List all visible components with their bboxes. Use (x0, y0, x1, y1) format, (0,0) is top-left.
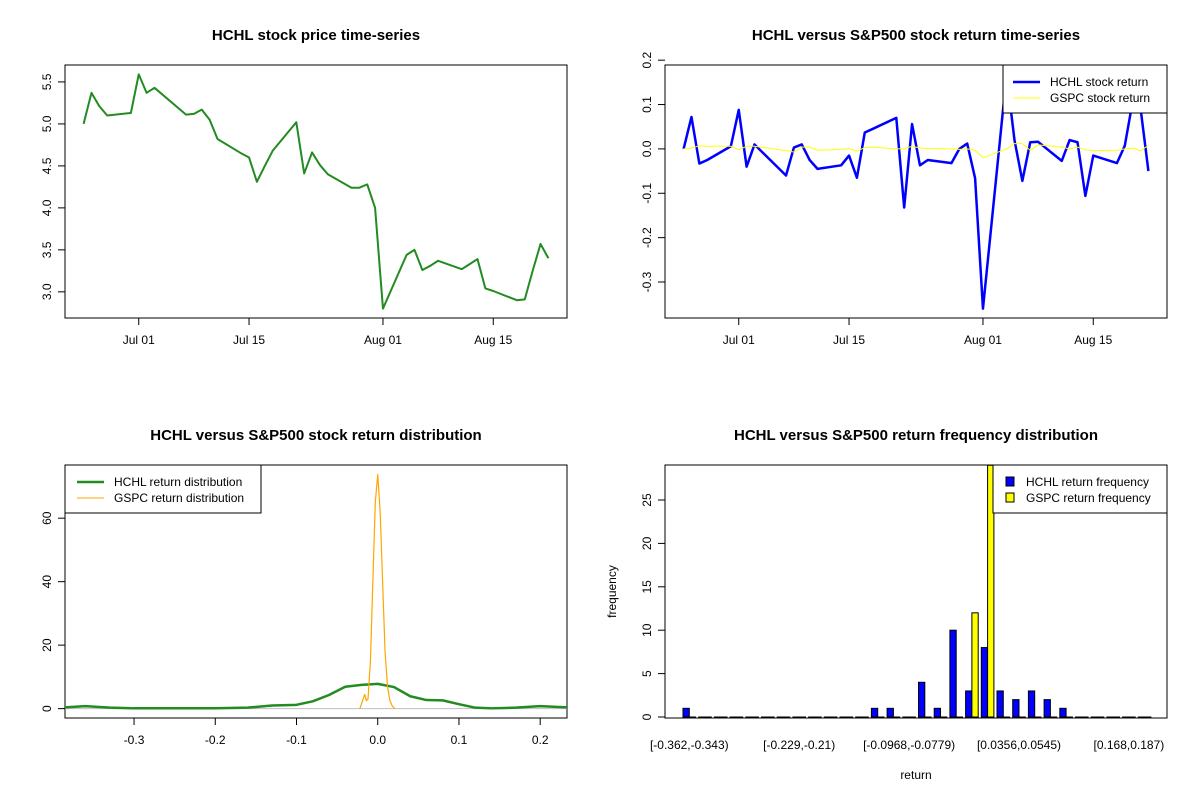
x-tick-label: Aug 01 (964, 333, 1002, 347)
y-tick-label: 5 (640, 670, 654, 677)
legend: HCHL stock return GSPC stock return (1002, 64, 1168, 114)
gspc-bar (987, 465, 995, 718)
x-category-label: [0.168,0.187) (1094, 738, 1165, 752)
legend: HCHL return distribution GSPC return dist… (64, 464, 262, 514)
legend-label: HCHL return frequency (1026, 475, 1149, 489)
plot-frame (64, 64, 568, 319)
y-tick-label: -0.3 (640, 271, 654, 292)
legend-label: GSPC stock return (1050, 91, 1150, 105)
hchl-bar (918, 681, 926, 718)
panel-2: HCHL versus S&P500 stock return time-ser… (640, 27, 1168, 347)
panel-4: HCHL versus S&P500 return frequency dist… (605, 427, 1168, 782)
x-tick-label: Jul 15 (833, 333, 865, 347)
x-tick-label: Jul 01 (123, 333, 155, 347)
legend-box (64, 464, 262, 514)
x-category-label: [-0.362,-0.343) (650, 738, 729, 752)
y-tick-label: 60 (40, 511, 54, 525)
hchl-bar (1043, 699, 1051, 718)
x-category-label: [-0.229,-0.21) (763, 738, 835, 752)
y-tick-label: 3.0 (40, 283, 54, 300)
chart-title: HCHL stock price time-series (212, 27, 420, 44)
y-tick-label: 0.1 (640, 96, 654, 113)
y-tick-label: 0.0 (640, 140, 654, 157)
gspc-bar (971, 612, 979, 718)
legend-label: HCHL stock return (1050, 75, 1148, 89)
y-tick-label: 20 (640, 536, 654, 550)
y-tick-label: 4.0 (40, 199, 54, 216)
y-tick-label: 3.5 (40, 241, 54, 258)
y-tick-label: -0.2 (640, 227, 654, 248)
hchl-bar (1059, 707, 1067, 718)
y-axis-label: frequency (605, 565, 619, 618)
hchl-bar (1012, 699, 1020, 718)
x-tick-label: Aug 01 (364, 333, 402, 347)
y-tick-label: 0 (40, 705, 54, 712)
x-tick-label: -0.2 (205, 733, 226, 747)
x-category-label: [0.0356,0.0545) (977, 738, 1061, 752)
gspc-density-line (359, 473, 396, 710)
hchl-bar (933, 707, 942, 718)
legend-label: GSPC return distribution (114, 491, 244, 505)
hchl-bar (1027, 690, 1036, 718)
price-line (82, 73, 550, 310)
hchl-bar (980, 647, 989, 718)
x-tick-label: -0.1 (286, 733, 307, 747)
panel-1: HCHL stock price time-series 3.0 3.5 4.0 4.5… (40, 27, 568, 347)
hchl-bar (886, 707, 894, 718)
plot-frame (664, 64, 1168, 319)
hchl-bar (870, 707, 879, 718)
y-tick-label: 5.5 (40, 73, 54, 90)
legend-box (992, 464, 1168, 514)
gspc-return-line (683, 143, 1149, 159)
y-tick-label: -0.1 (640, 183, 654, 204)
y-tick-label: 10 (640, 623, 654, 637)
legend-label: GSPC return frequency (1026, 491, 1151, 505)
y-tick-label: 5.0 (40, 115, 54, 132)
legend-swatch-hchl (1005, 476, 1015, 487)
x-tick-label: Jul 01 (723, 333, 755, 347)
y-tick-label: 4.5 (40, 157, 54, 174)
plot-frame (664, 464, 1168, 719)
legend: HCHL return frequency GSPC return frequen… (992, 464, 1168, 514)
x-tick-label: 0.1 (451, 733, 468, 747)
y-tick-label: 0 (640, 713, 654, 720)
chart-title: HCHL versus S&P500 stock return time-ser… (752, 27, 1080, 44)
x-category-label: [-0.0968,-0.0779) (863, 738, 955, 752)
legend-label: HCHL return distribution (114, 475, 242, 489)
x-tick-label: -0.3 (124, 733, 145, 747)
plot-frame (64, 464, 568, 719)
hchl-density-line (64, 682, 568, 710)
chart-title: HCHL versus S&P500 stock return distribu… (150, 427, 481, 444)
x-tick-label: 0.0 (369, 733, 386, 747)
x-axis-label: return (900, 768, 931, 782)
legend-box (1002, 64, 1168, 114)
x-tick-label: Jul 15 (233, 333, 265, 347)
hchl-bar (996, 690, 1004, 718)
bars (682, 465, 1152, 718)
y-tick-label: 40 (40, 575, 54, 589)
y-tick-label: 25 (640, 493, 654, 507)
hchl-bar (949, 629, 957, 718)
legend-swatch-gspc (1005, 492, 1015, 503)
hchl-return-line (682, 73, 1150, 310)
x-tick-label: Aug 15 (1074, 333, 1112, 347)
chart-title: HCHL versus S&P500 return frequency dist… (734, 427, 1098, 444)
y-tick-label: 20 (40, 638, 54, 652)
y-tick-label: 15 (640, 580, 654, 594)
hchl-bar (682, 707, 690, 718)
panel-3: HCHL versus S&P500 stock return distribu… (40, 427, 568, 747)
x-tick-label: Aug 15 (474, 333, 512, 347)
y-tick-label: 0.2 (640, 52, 654, 69)
x-tick-label: 0.2 (532, 733, 549, 747)
hchl-bar (965, 690, 973, 718)
